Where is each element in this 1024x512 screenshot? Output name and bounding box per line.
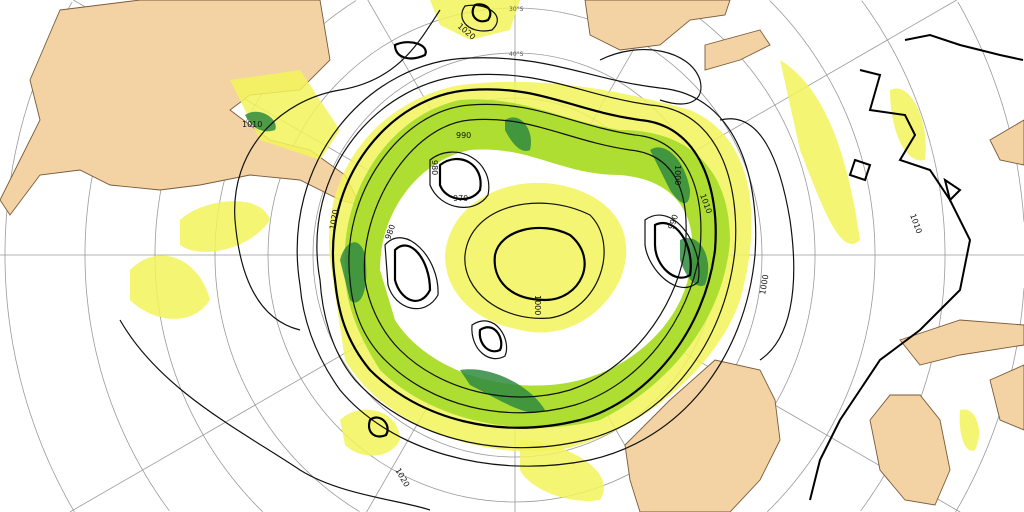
isobar-label: 1010 — [242, 120, 262, 129]
isobar-label: 980 — [430, 160, 439, 175]
isobar-label: 1000 — [673, 165, 682, 185]
isobar-label: 990 — [456, 131, 471, 140]
coastline-island — [943, 177, 962, 202]
isobar-label: 970 — [453, 194, 468, 203]
coastlines — [809, 33, 1024, 501]
land-right-edge — [989, 364, 1024, 431]
isobar-label: 1010 — [908, 213, 923, 235]
isobar-label: 1000 — [533, 295, 542, 315]
land-bottom-center — [624, 359, 781, 512]
lat-label-30s: 30°S — [509, 6, 524, 13]
isobar-label: 1020 — [328, 209, 340, 231]
isobar-label: 1000 — [758, 274, 770, 296]
land-right-strip — [899, 319, 1024, 366]
land-right-edge-2 — [989, 119, 1024, 166]
coastline-right — [809, 33, 1024, 501]
isobars — [119, 3, 795, 511]
land-bottom-right — [869, 394, 951, 506]
land-top-center-2 — [704, 29, 771, 71]
latitude-labels: 30°S 40°S — [509, 6, 524, 58]
lat-label-40s: 40°S — [509, 51, 524, 58]
isobar-label: 1020 — [393, 467, 411, 489]
land-top-center — [584, 0, 731, 51]
coastline-island — [848, 158, 872, 182]
